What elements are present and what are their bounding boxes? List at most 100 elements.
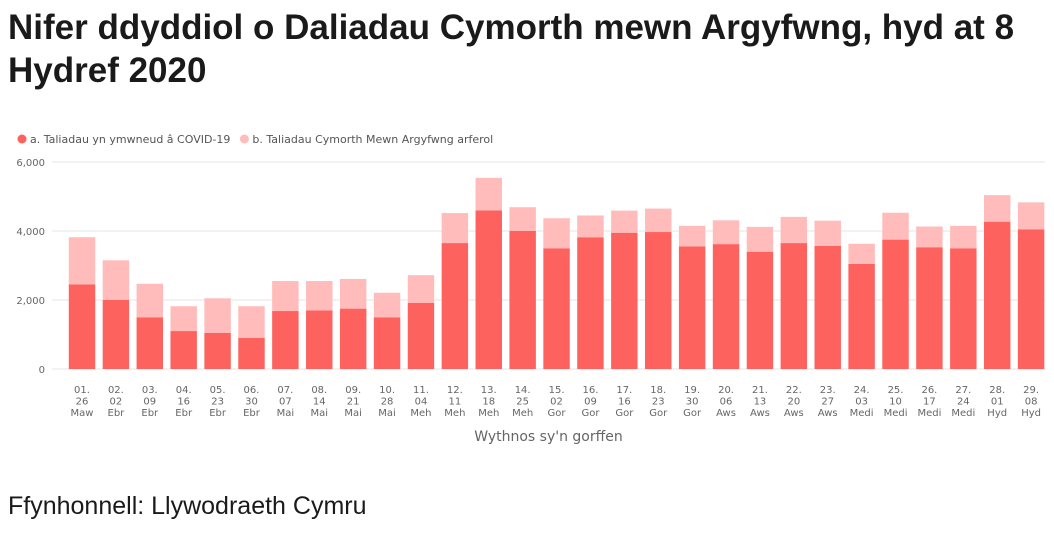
x-tick-label: 06. <box>244 385 260 396</box>
legend-label-1: a. Taliadau yn ymwneud â COVID-19 <box>30 133 230 146</box>
bar-covid <box>136 317 164 369</box>
bar-regular <box>407 275 435 303</box>
bar-regular <box>136 283 164 318</box>
x-tick-label: 20. <box>718 385 734 396</box>
x-tick-label: 13 <box>754 397 767 408</box>
x-tick-label: Hyd <box>1021 408 1041 419</box>
x-tick-label: 03 <box>855 397 868 408</box>
bar-regular <box>916 226 943 248</box>
x-tick-label: Mai <box>344 408 362 419</box>
bar-regular <box>441 213 469 244</box>
bar-regular <box>645 208 672 233</box>
x-tick-label: 21 <box>347 397 360 408</box>
x-tick-label: Mai <box>277 408 295 419</box>
x-tick-label: Gor <box>649 408 668 419</box>
bar-covid <box>678 246 706 369</box>
x-axis-title: Wythnos sy'n gorffen <box>474 429 623 445</box>
bar-covid <box>882 239 909 369</box>
x-tick-label: 16 <box>618 397 631 408</box>
x-tick-label: Meh <box>478 408 499 419</box>
x-tick-label: Maw <box>71 408 94 419</box>
x-tick-label: 02 <box>550 397 563 408</box>
bar-regular <box>68 237 96 285</box>
x-tick-label: Aws <box>750 408 770 419</box>
x-tick-label: 08 <box>1025 397 1038 408</box>
x-tick-label: Mai <box>311 408 329 419</box>
bar-covid <box>1017 229 1045 369</box>
bars <box>68 177 1045 369</box>
x-tick-label: 09 <box>143 397 156 408</box>
x-tick-label: 25. <box>888 385 904 396</box>
x-tick-label: Mai <box>378 408 396 419</box>
x-tick-label: 26 <box>76 397 89 408</box>
x-tick-label: 03. <box>142 385 158 396</box>
x-tick-label: Gor <box>615 408 634 419</box>
source-note: Ffynhonnell: Llywodraeth Cymru <box>8 492 367 520</box>
x-tick-label: Gor <box>683 408 702 419</box>
x-tick-label: 28. <box>989 385 1005 396</box>
bar-regular <box>882 212 909 240</box>
bar-covid <box>916 247 943 369</box>
x-tick-label: 05. <box>210 385 226 396</box>
bar-covid <box>102 300 130 369</box>
x-tick-label: 08. <box>311 385 327 396</box>
bar-regular <box>204 298 231 333</box>
x-tick-label: 02. <box>108 385 124 396</box>
x-tick-label: 07 <box>279 397 292 408</box>
x-tick-label: Hyd <box>987 408 1007 419</box>
x-tick-label: 22. <box>786 385 802 396</box>
bar-regular <box>170 306 197 332</box>
x-tick-label: 01. <box>74 385 90 396</box>
x-axis: 01.26Maw02.02Ebr03.09Ebr04.16Ebr05.23Ebr… <box>71 385 1041 419</box>
bar-covid <box>543 248 570 369</box>
x-tick-label: 24 <box>957 397 970 408</box>
bar-covid <box>238 337 265 369</box>
x-tick-label: Aws <box>784 408 804 419</box>
x-tick-label: Meh <box>444 408 465 419</box>
x-tick-label: Ebr <box>108 408 126 419</box>
bar-covid <box>814 245 841 369</box>
bar-covid <box>170 331 197 369</box>
bar-regular <box>611 210 638 233</box>
x-tick-label: 12. <box>447 385 463 396</box>
bar-regular <box>678 225 706 247</box>
bar-regular <box>272 281 299 312</box>
x-tick-label: 18. <box>650 385 666 396</box>
bar-regular <box>339 278 367 309</box>
stacked-bar-chart: a. Taliadau yn ymwneud â COVID-19 b. Tali… <box>16 133 1045 445</box>
x-tick-label: 09. <box>345 385 361 396</box>
bar-regular <box>1017 202 1045 230</box>
x-tick-label: Medi <box>884 408 908 419</box>
x-tick-label: 20 <box>787 397 800 408</box>
x-tick-label: 09 <box>584 397 597 408</box>
bar-covid <box>780 243 808 369</box>
bar-regular <box>712 220 740 245</box>
bar-covid <box>746 251 774 369</box>
x-tick-label: 24. <box>854 385 870 396</box>
bar-covid <box>339 308 367 369</box>
bar-regular <box>238 306 265 338</box>
y-tick-label: 6,000 <box>16 158 45 169</box>
x-tick-label: 02 <box>110 397 123 408</box>
bar-covid <box>68 284 96 369</box>
x-tick-label: 01 <box>991 397 1004 408</box>
bar-covid <box>306 310 333 369</box>
bar-covid <box>509 231 536 369</box>
x-tick-label: 04 <box>415 397 428 408</box>
bar-regular <box>509 207 536 231</box>
x-tick-label: 28 <box>381 397 394 408</box>
x-tick-label: Gor <box>581 408 600 419</box>
bar-covid <box>645 232 672 369</box>
x-tick-label: 14. <box>515 385 531 396</box>
x-tick-label: Ebr <box>175 408 193 419</box>
legend-marker-2 <box>239 134 249 144</box>
x-tick-label: 25 <box>516 397 529 408</box>
bar-regular <box>950 225 977 249</box>
bar-regular <box>780 216 808 244</box>
x-tick-label: Medi <box>850 408 874 419</box>
x-tick-label: Meh <box>410 408 431 419</box>
x-tick-label: Aws <box>716 408 736 419</box>
x-tick-label: Ebr <box>243 408 261 419</box>
bar-covid <box>577 237 604 369</box>
bar-covid <box>204 332 231 369</box>
